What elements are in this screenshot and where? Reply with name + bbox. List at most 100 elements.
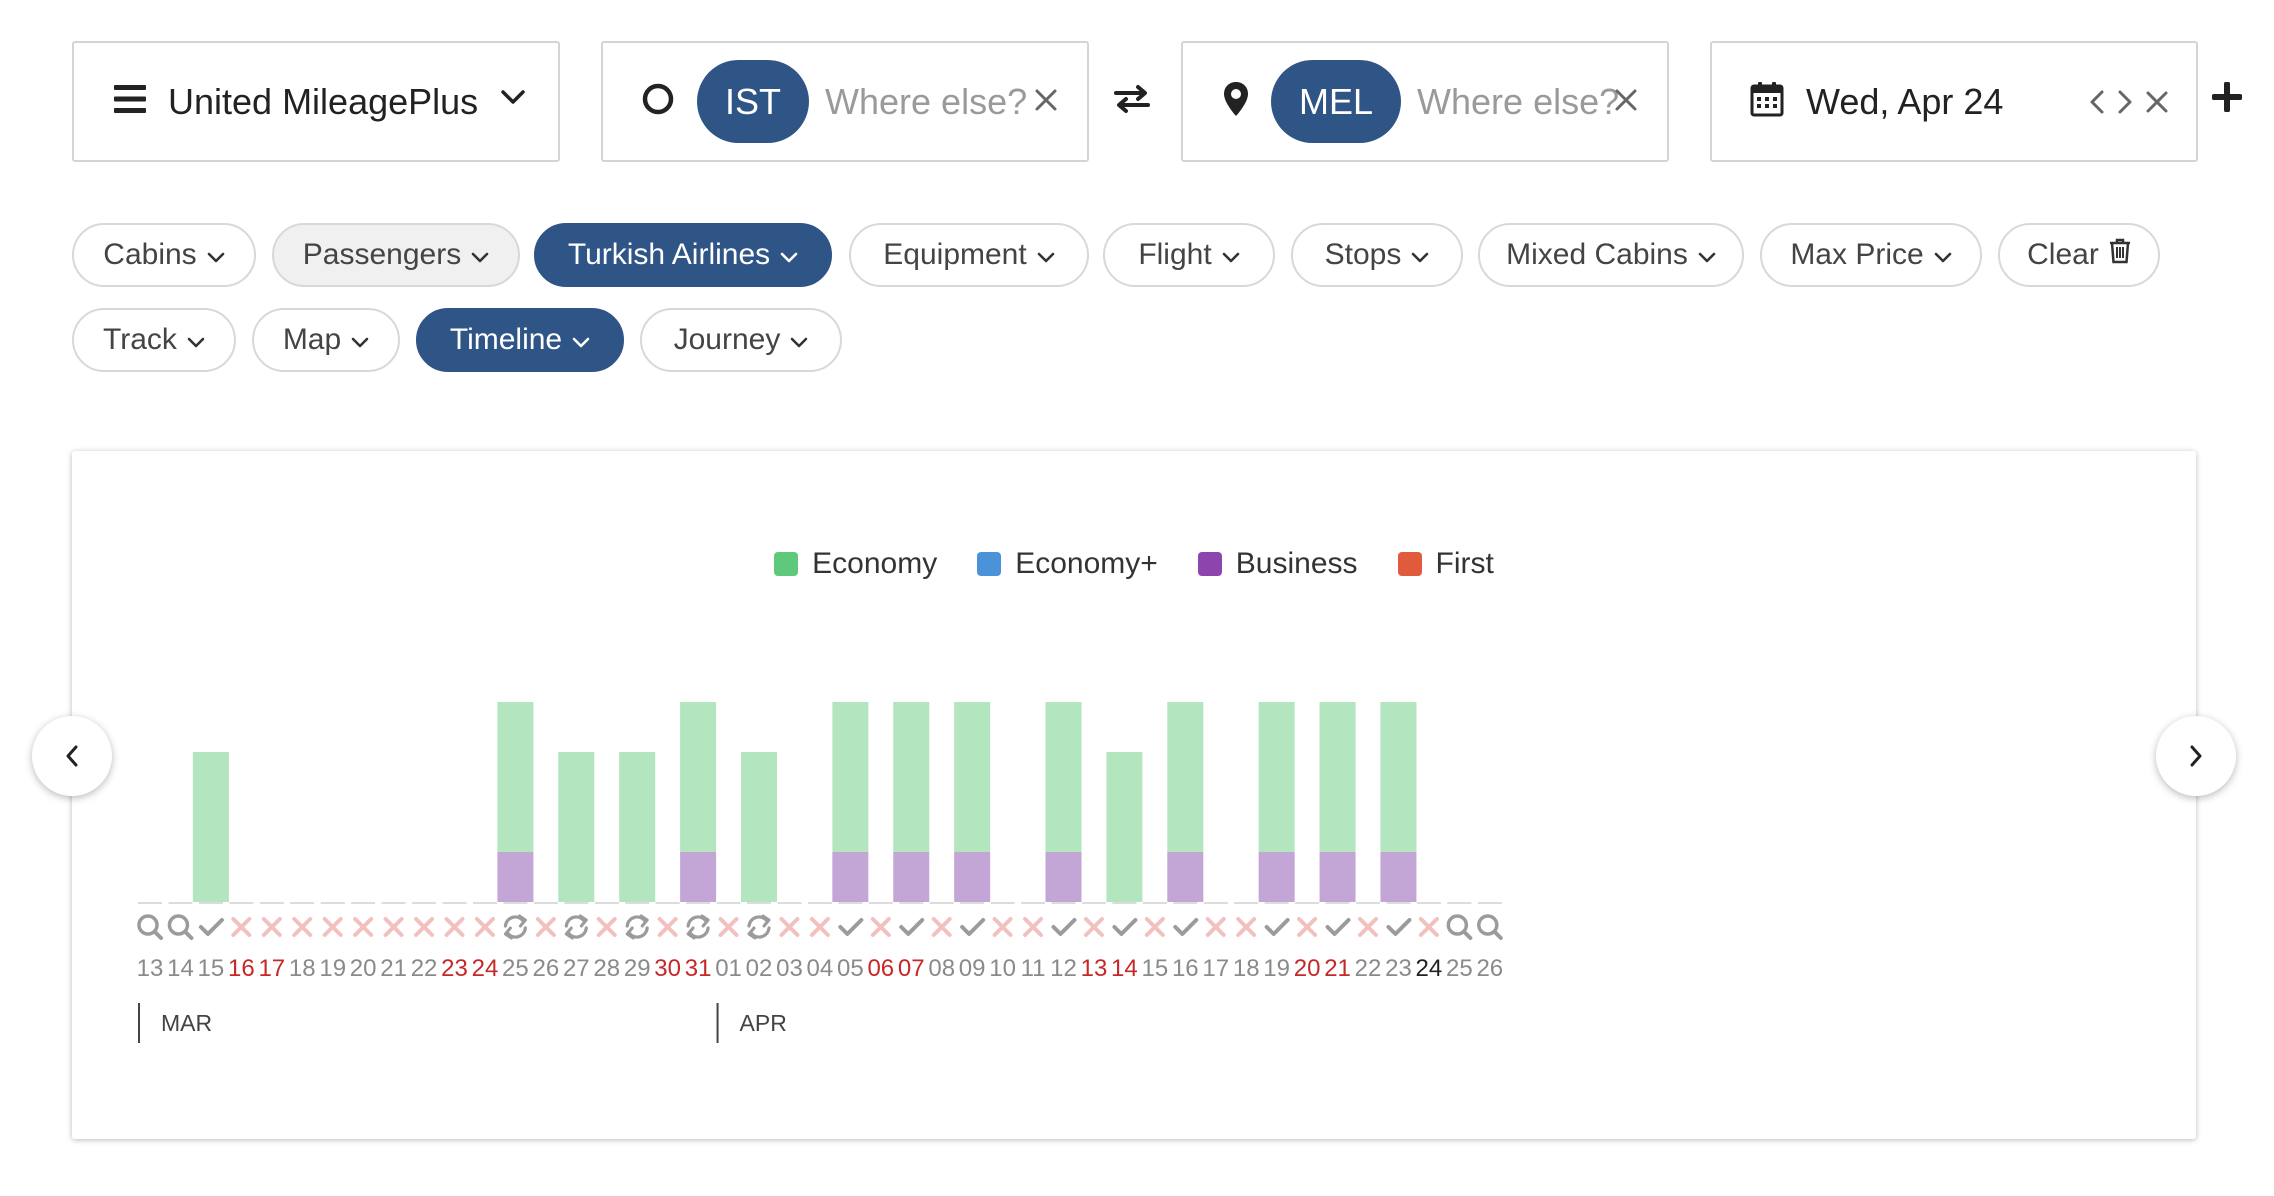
- day-label[interactable]: 24: [472, 955, 499, 982]
- day-label[interactable]: 19: [1263, 955, 1290, 982]
- legend-economy-plus[interactable]: Economy+: [977, 547, 1158, 581]
- day-label[interactable]: 07: [898, 955, 925, 982]
- timeline-prev-button[interactable]: [32, 716, 112, 796]
- day-label[interactable]: 30: [654, 955, 681, 982]
- bar-economy[interactable]: [741, 752, 777, 902]
- day-label[interactable]: 21: [1324, 955, 1351, 982]
- legend-first[interactable]: First: [1397, 547, 1494, 581]
- bar-business[interactable]: [954, 852, 991, 902]
- day-label[interactable]: 09: [959, 955, 986, 982]
- filter-passengers[interactable]: Passengers: [272, 223, 520, 287]
- filter-map[interactable]: Map: [252, 308, 400, 372]
- day-label[interactable]: 25: [1446, 955, 1473, 982]
- filter-timeline[interactable]: Timeline: [416, 308, 624, 372]
- day-label[interactable]: 14: [1111, 955, 1138, 982]
- search-icon[interactable]: [137, 914, 159, 936]
- bar-business[interactable]: [893, 852, 930, 902]
- day-label[interactable]: 31: [685, 955, 712, 982]
- date-next-icon[interactable]: [2116, 89, 2134, 120]
- program-select[interactable]: United MileagePlus: [72, 41, 560, 162]
- origin-clear-icon[interactable]: [1033, 87, 1059, 118]
- destination-field[interactable]: MEL Where else?: [1181, 41, 1669, 162]
- day-label[interactable]: 11: [1021, 955, 1046, 982]
- bar-business[interactable]: [1258, 852, 1295, 902]
- day-label[interactable]: 15: [198, 955, 225, 982]
- origin-field[interactable]: IST Where else?: [601, 41, 1089, 162]
- bar-economy[interactable]: [954, 702, 991, 852]
- day-label[interactable]: 03: [776, 955, 803, 982]
- day-label[interactable]: 13: [1081, 955, 1108, 982]
- bar-economy[interactable]: [1106, 752, 1143, 902]
- bar-business[interactable]: [1045, 852, 1082, 902]
- bar-economy[interactable]: [680, 702, 717, 852]
- date-clear-icon[interactable]: [2144, 89, 2170, 120]
- day-label[interactable]: 26: [1476, 955, 1503, 982]
- filter-max-price[interactable]: Max Price: [1760, 223, 1982, 287]
- bar-business[interactable]: [1167, 852, 1204, 902]
- bar-economy[interactable]: [192, 752, 229, 902]
- day-label[interactable]: 04: [807, 955, 834, 982]
- origin-where-else-input[interactable]: Where else?: [825, 80, 1028, 122]
- day-label[interactable]: 13: [137, 955, 164, 982]
- date-prev-icon[interactable]: [2088, 89, 2106, 120]
- day-label[interactable]: 14: [167, 955, 194, 982]
- destination-clear-icon[interactable]: [1613, 87, 1639, 118]
- timeline-next-button[interactable]: [2156, 716, 2236, 796]
- bar-economy[interactable]: [1258, 702, 1295, 852]
- day-label[interactable]: 18: [1233, 955, 1260, 982]
- day-label[interactable]: 20: [350, 955, 377, 982]
- bar-business[interactable]: [497, 852, 534, 902]
- swap-icon[interactable]: [1114, 84, 1150, 119]
- filter-track[interactable]: Track: [72, 308, 236, 372]
- day-label[interactable]: 05: [837, 955, 864, 982]
- day-label[interactable]: 24: [1416, 955, 1443, 982]
- filter-flight[interactable]: Flight: [1103, 223, 1275, 287]
- day-label[interactable]: 29: [624, 955, 651, 982]
- day-label[interactable]: 22: [411, 955, 438, 982]
- bar-business[interactable]: [1380, 852, 1417, 902]
- day-label[interactable]: 23: [1385, 955, 1412, 982]
- day-label[interactable]: 21: [380, 955, 407, 982]
- filter-turkish-airlines[interactable]: Turkish Airlines: [534, 223, 832, 287]
- day-label[interactable]: 15: [1141, 955, 1168, 982]
- filter-mixed-cabins[interactable]: Mixed Cabins: [1478, 223, 1744, 287]
- bar-business[interactable]: [832, 852, 869, 902]
- filter-journey[interactable]: Journey: [640, 308, 842, 372]
- search-icon[interactable]: [167, 914, 190, 936]
- add-icon[interactable]: [2211, 81, 2243, 117]
- day-label[interactable]: 08: [928, 955, 955, 982]
- destination-where-else-input[interactable]: Where else?: [1417, 80, 1620, 122]
- bar-economy[interactable]: [1380, 702, 1417, 852]
- day-label[interactable]: 28: [593, 955, 620, 982]
- day-label[interactable]: 22: [1355, 955, 1382, 982]
- bar-economy[interactable]: [1319, 702, 1356, 852]
- filter-stops[interactable]: Stops: [1291, 223, 1463, 287]
- day-label[interactable]: 17: [1202, 955, 1229, 982]
- legend-business[interactable]: Business: [1197, 547, 1358, 581]
- bar-economy[interactable]: [558, 752, 595, 902]
- day-label[interactable]: 27: [563, 955, 590, 982]
- bar-business[interactable]: [680, 852, 717, 902]
- destination-airport-chip[interactable]: MEL: [1271, 60, 1402, 143]
- filter-cabins[interactable]: Cabins: [72, 223, 256, 287]
- search-icon[interactable]: [1446, 914, 1469, 936]
- day-label[interactable]: 16: [228, 955, 255, 982]
- day-label[interactable]: 06: [867, 955, 894, 982]
- bar-economy[interactable]: [1167, 702, 1204, 852]
- day-label[interactable]: 20: [1294, 955, 1321, 982]
- day-label[interactable]: 02: [746, 955, 773, 982]
- day-label[interactable]: 19: [319, 955, 346, 982]
- bar-economy[interactable]: [619, 752, 656, 902]
- day-label[interactable]: 12: [1050, 955, 1077, 982]
- search-icon[interactable]: [1477, 914, 1499, 936]
- legend-economy[interactable]: Economy: [774, 547, 937, 581]
- bar-economy[interactable]: [832, 702, 869, 852]
- day-label[interactable]: 01: [715, 955, 742, 982]
- day-label[interactable]: 25: [502, 955, 529, 982]
- day-label[interactable]: 10: [989, 955, 1016, 982]
- day-label[interactable]: 26: [532, 955, 559, 982]
- bar-economy[interactable]: [893, 702, 930, 852]
- bar-business[interactable]: [1319, 852, 1356, 902]
- filter-clear[interactable]: Clear: [1998, 223, 2160, 287]
- day-label[interactable]: 23: [441, 955, 468, 982]
